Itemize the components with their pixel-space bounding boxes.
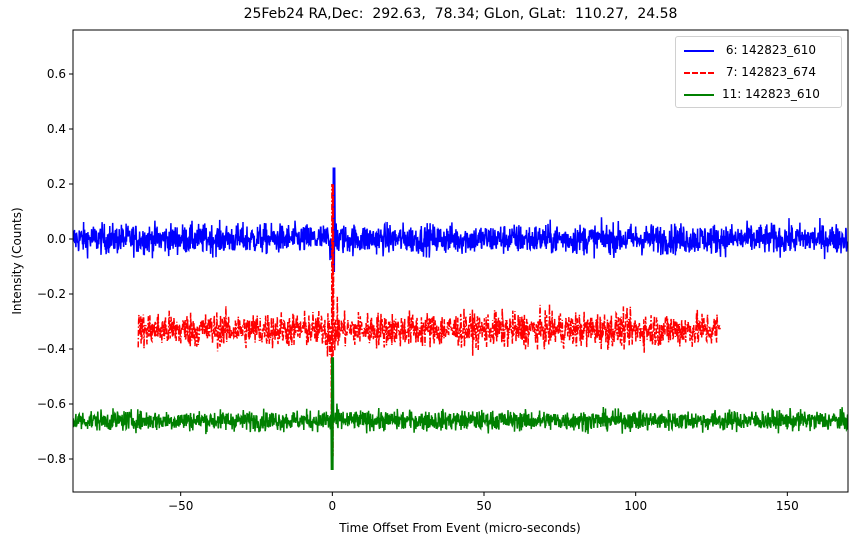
y-tick-label: 0.0 xyxy=(47,232,66,246)
y-tick-label: −0.4 xyxy=(37,342,66,356)
series-line-2 xyxy=(137,183,721,457)
x-tick-label: 100 xyxy=(624,499,647,513)
x-tick-label: 150 xyxy=(776,499,799,513)
legend-line-blue-icon xyxy=(684,50,714,52)
y-tick-label: −0.2 xyxy=(37,287,66,301)
legend-item-11: 11: 142823_610 xyxy=(684,85,839,105)
y-tick-label: −0.6 xyxy=(37,397,66,411)
x-tick-label: 50 xyxy=(476,499,491,513)
x-axis-label: Time Offset From Event (micro-seconds) xyxy=(338,521,580,535)
legend: 6: 142823_610 7: 142823_674 11: 142823_6… xyxy=(675,36,842,108)
y-tick-label: 0.6 xyxy=(47,67,66,81)
legend-line-green-icon xyxy=(684,94,714,96)
legend-line-red-dashdot-icon xyxy=(684,72,714,74)
legend-item-7: 7: 142823_674 xyxy=(684,63,839,83)
y-tick-label: −0.8 xyxy=(37,452,66,466)
chart-title: 25Feb24 RA,Dec: 292.63, 78.34; GLon, GLa… xyxy=(243,6,678,22)
x-tick-label: −50 xyxy=(168,499,193,513)
y-axis-label: Intensity (Counts) xyxy=(10,207,24,314)
y-tick-label: 0.4 xyxy=(47,122,66,136)
x-tick-label: 0 xyxy=(329,499,337,513)
y-tick-label: 0.2 xyxy=(47,177,66,191)
series-line-1 xyxy=(73,167,848,273)
axes-frame xyxy=(72,29,849,493)
legend-item-6: 6: 142823_610 xyxy=(684,41,839,61)
series-line-3 xyxy=(73,357,848,471)
